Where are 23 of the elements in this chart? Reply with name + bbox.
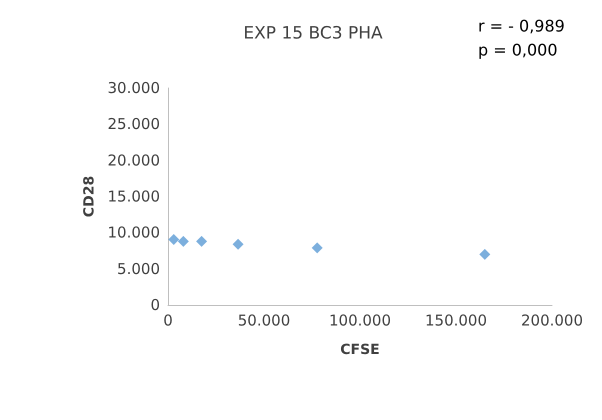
x-tick-label: 100.000	[328, 312, 392, 330]
y-tick-label: 20.000	[108, 151, 160, 170]
x-tick-label: 0	[163, 312, 173, 330]
y-tick-label: 5.000	[117, 260, 160, 278]
y-tick-label: 10.000	[108, 224, 160, 242]
y-tick-label: 15.000	[108, 188, 160, 206]
text: p = 0,000	[478, 40, 558, 60]
point	[178, 236, 189, 247]
point	[168, 234, 180, 246]
y-tick-label: 30.000	[108, 79, 160, 97]
text: r = - 0,989	[478, 16, 565, 36]
y-axis-title: CD28	[82, 176, 98, 218]
x-axis-title: CFSE	[340, 342, 380, 358]
y-tick-label: 0	[150, 296, 160, 314]
point	[196, 236, 208, 247]
x-tick-label: 150.000	[424, 312, 488, 330]
x-tick-label: 200.000	[520, 312, 584, 330]
chart-title: EXP 15 BC3 PHA	[243, 24, 383, 44]
x-tick-label: 50.000	[238, 312, 290, 330]
y-tick-label: 25.000	[108, 115, 160, 134]
point	[312, 242, 323, 254]
point	[479, 248, 490, 260]
point	[232, 238, 244, 250]
